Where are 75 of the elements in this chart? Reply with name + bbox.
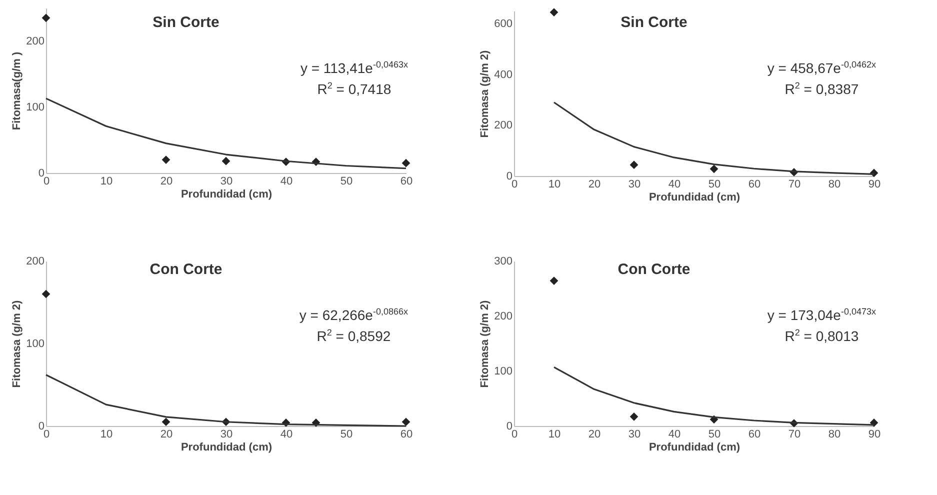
- x-tick-label: 10: [100, 176, 113, 188]
- y-tick-label: 400: [494, 68, 512, 81]
- x-tick-label: 90: [868, 428, 881, 440]
- x-tick-label: 60: [400, 176, 413, 188]
- x-tick-label: 20: [160, 176, 173, 188]
- point: [630, 160, 638, 170]
- y-tick-label: 200: [26, 256, 44, 268]
- point: [710, 164, 718, 174]
- x-tick-label: 60: [400, 428, 413, 440]
- chart-title: Sin Corte: [620, 14, 688, 32]
- y-axis-title: Fitomasa (g/m 2): [479, 50, 492, 138]
- annotation: y = 113,41e$^{-0,0463x}$: [300, 58, 408, 78]
- x-tick-label: 30: [220, 428, 233, 440]
- x-tick-label: 10: [100, 428, 113, 440]
- y-tick-label: 0: [506, 420, 512, 432]
- y-axis-title: Fitomasa (g/m 2): [479, 300, 492, 388]
- chart-title: Sin Corte: [152, 14, 220, 31]
- x-axis-title: Profundidad (cm): [648, 442, 740, 454]
- y-axis-title: Fitomasa(g/m ): [11, 52, 24, 130]
- x-axis-title: Profundidad (cm): [180, 188, 272, 200]
- point: [550, 276, 558, 285]
- x-tick-label: 40: [668, 178, 681, 190]
- y-axis-title: Fitomasa (g/m 2): [11, 300, 24, 388]
- point: [402, 418, 410, 426]
- x-tick-label: 50: [340, 428, 353, 440]
- point: [550, 8, 558, 16]
- x-tick-label: 50: [340, 176, 353, 188]
- y-tick-label: 100: [494, 366, 512, 378]
- x-tick-label: 80: [828, 428, 841, 440]
- annotation: y = 173,04e$^{-0,0473x}$: [767, 305, 876, 325]
- x-tick-label: 90: [868, 178, 881, 190]
- annotation: y = 62,266e$^{-0,0866x}$: [299, 305, 408, 325]
- chart-title: Con Corte: [618, 261, 690, 278]
- x-tick-label: 10: [548, 428, 561, 440]
- x-tick-label: 50: [708, 178, 721, 190]
- x-axis-title: Profundidad (cm): [180, 442, 272, 454]
- x-axis-title: Profundidad (cm): [648, 192, 740, 204]
- y-tick-label: 200: [26, 36, 44, 48]
- annotation: y = 458,67e$^{-0,0462x}$: [767, 58, 876, 78]
- x-tick-label: 40: [668, 428, 681, 440]
- point: [42, 290, 50, 298]
- x-tick-label: 30: [628, 428, 641, 440]
- y-tick-label: 300: [494, 256, 512, 268]
- x-tick-label: 30: [220, 176, 233, 188]
- y-tick-label: 100: [26, 102, 44, 114]
- x-tick-label: 80: [828, 178, 841, 190]
- chart-title: Con Corte: [150, 261, 222, 278]
- y-tick-label: 0: [38, 420, 44, 432]
- x-tick-label: 10: [548, 178, 561, 190]
- point: [42, 14, 50, 22]
- x-tick-label: 30: [628, 178, 641, 190]
- x-tick-label: 50: [708, 428, 721, 440]
- x-tick-label: 20: [160, 428, 173, 440]
- x-tick-label: 60: [748, 428, 761, 440]
- x-tick-label: 40: [280, 176, 293, 188]
- annotation: R$^{2}$ = 0,8387: [784, 79, 860, 99]
- x-tick-label: 60: [748, 178, 761, 190]
- annotation: R$^{2}$ = 0,8592: [316, 326, 392, 346]
- x-tick-label: 20: [588, 178, 601, 190]
- point: [222, 156, 230, 166]
- y-tick-label: 100: [26, 338, 44, 350]
- y-tick-label: 600: [494, 18, 512, 30]
- point: [630, 412, 638, 421]
- y-tick-label: 200: [494, 120, 512, 132]
- x-tick-label: 20: [588, 428, 601, 440]
- y-tick-label: 200: [494, 310, 512, 322]
- annotation: R$^{2}$ = 0,7418: [316, 79, 392, 99]
- point: [162, 156, 170, 164]
- y-tick-label: 0: [38, 168, 44, 180]
- point: [402, 158, 410, 168]
- point: [162, 418, 170, 426]
- x-tick-label: 40: [280, 428, 293, 440]
- x-tick-label: 70: [788, 178, 801, 190]
- annotation: R$^{2}$ = 0,8013: [784, 326, 860, 346]
- x-tick-label: 70: [788, 428, 801, 440]
